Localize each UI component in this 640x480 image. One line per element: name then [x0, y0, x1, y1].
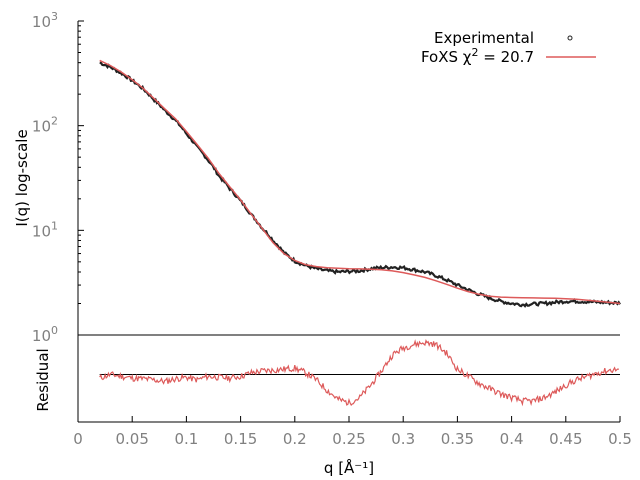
- main-y-ticks: 100 101 102 103: [32, 10, 84, 345]
- x-tick-label: 0.4: [500, 430, 524, 448]
- y-tick-label: 101: [32, 219, 58, 240]
- x-tick-label: 0.5: [608, 430, 632, 448]
- x-tick-label: 0.2: [283, 430, 307, 448]
- legend-fit-superscript: 2: [471, 46, 478, 59]
- residual-series-layer: [99, 338, 620, 407]
- foxs-fit-series: [99, 59, 621, 305]
- x-tick-label: 0.1: [174, 430, 198, 448]
- legend-swatch-experimental: [567, 35, 573, 41]
- x-ticks: 0 0.05 0.1 0.15 0.2 0.25 0.3 0.35 0.4 0.45 0.5: [73, 416, 632, 448]
- residual-series: [99, 338, 620, 407]
- y-tick-label: 103: [32, 10, 58, 31]
- main-plot-panel: 100 101 102 103: [32, 10, 621, 345]
- legend-fit-suffix: = 20.7: [478, 48, 534, 66]
- legend-label-fit: FoXS χ2 = 20.7: [421, 46, 534, 66]
- legend-fit-prefix: FoXS χ: [421, 48, 472, 66]
- legend-label-experimental: Experimental: [434, 29, 534, 47]
- x-tick-label: 0.35: [441, 430, 474, 448]
- x-tick-label: 0: [73, 430, 83, 448]
- x-tick-label: 0.25: [332, 430, 365, 448]
- legend-point-marker: [567, 35, 573, 41]
- y-axis-title: I(q) log-scale: [13, 129, 31, 226]
- residual-axis-title: Residual: [34, 348, 52, 411]
- x-tick-label: 0.45: [549, 430, 582, 448]
- y-tick-label: 100: [32, 324, 58, 345]
- x-tick-label: 0.05: [115, 430, 148, 448]
- residual-plot-panel: 0 0.05 0.1 0.15 0.2 0.25 0.3 0.35 0.4 0.45 0.5: [73, 335, 632, 448]
- main-series-layer: [99, 59, 621, 308]
- legend: Experimental FoXS χ2 = 20.7: [421, 29, 596, 66]
- x-tick-label: 0.15: [224, 430, 257, 448]
- x-tick-label: 0.3: [391, 430, 415, 448]
- x-axis-title: q [Å⁻¹]: [324, 458, 374, 477]
- experimental-series: [99, 61, 621, 308]
- y-tick-label: 102: [32, 115, 58, 136]
